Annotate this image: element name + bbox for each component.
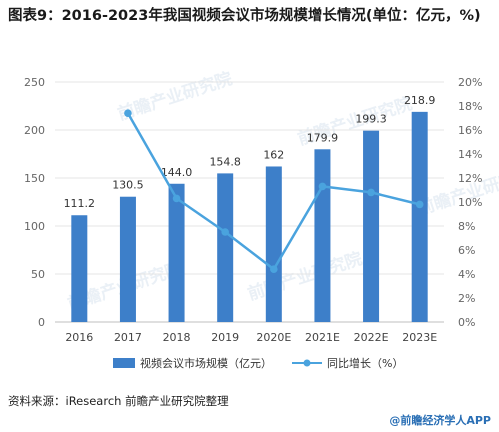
left-axis-tick-label: 100 [24,220,45,233]
right-axis-tick-label: 4% [458,268,475,281]
left-axis-tick-label: 50 [31,268,45,281]
left-axis-ticks: 0 50 100 150 200 250 [24,76,45,329]
bar-value-label: 154.8 [209,155,241,168]
right-axis-tick-label: 6% [458,244,475,257]
bar [217,173,234,322]
growth-point [367,188,375,197]
bar [265,166,282,322]
growth-point [221,228,229,236]
bar-value-label: 179.9 [307,131,339,144]
right-axis-tick-label: 8% [458,220,475,233]
x-axis-tick-label: 2021E [305,331,340,344]
grid-lines [55,81,444,323]
bar [71,215,88,322]
bar [119,196,136,322]
right-axis-tick-label: 14% [458,148,482,161]
right-axis-ticks: 0% 2% 4% 6% 8% 10% 12% 14% 16% 18% 20% [458,76,482,329]
bar [314,149,331,322]
legend-line-label: 同比增长（%） [327,356,403,370]
bar-value-label: 199.3 [355,113,387,126]
bar [363,130,380,322]
watermark-text: 前瞻产业研究院 [245,248,365,305]
brand-credit-text: @前瞻经济学人APP [389,414,491,427]
legend-line-marker [303,359,311,367]
x-axis-tick-label: 2017 [114,331,142,344]
right-axis-tick-label: 0% [458,316,475,329]
x-axis-tick-label: 2018 [163,331,191,344]
bar-value-label: 218.9 [404,94,436,107]
growth-point [270,265,278,274]
x-axis-ticks: 2016 2017 2018 2019 2020E 2021E 2022E 2023E [65,331,437,344]
right-axis-tick-label: 16% [458,124,482,137]
bar [411,111,428,322]
growth-point [318,182,327,191]
brand-credit: @前瞻经济学人APP [389,412,491,428]
legend: 视频会议市场规模（亿元） 同比增长（%） [113,356,403,370]
left-axis-tick-label: 200 [24,124,45,137]
left-axis-tick-label: 250 [24,76,45,89]
growth-point [415,200,424,209]
legend-bar-label: 视频会议市场规模（亿元） [140,356,272,370]
bar [168,183,185,322]
left-axis-tick-label: 0 [38,316,45,329]
bar-value-label: 162 [263,148,284,161]
x-axis-tick-label: 2022E [354,331,389,344]
right-axis-tick-label: 2% [458,292,475,305]
x-axis-tick-label: 2016 [65,331,93,344]
right-axis-tick-label: 18% [458,100,482,113]
chart-title: 图表9：2016-2023年我国视频会议市场规模增长情况(单位：亿元，%) [8,8,481,24]
watermark-text: 前瞻产业研究院 [115,68,235,125]
growth-point [124,109,132,117]
bar-data-labels: 111.2 130.5 144.0 154.8 162 179.9 199.3 218.9 [64,94,436,210]
line-series [124,109,424,274]
bar-value-label: 144.0 [161,166,193,179]
source-note: 资料来源：iResearch 前瞻产业研究院整理 [8,394,229,408]
growth-point [172,194,181,203]
x-axis-tick-label: 2020E [256,331,291,344]
bar-value-label: 111.2 [64,197,96,210]
right-axis-tick-label: 20% [458,76,482,89]
left-axis-tick-label: 150 [24,172,45,185]
bar-series [71,111,428,322]
x-axis-tick-label: 2019 [211,331,239,344]
right-axis-tick-label: 10% [458,196,482,209]
x-axis-tick-label: 2023E [402,331,437,344]
bar-value-label: 130.5 [112,179,144,192]
right-axis-tick-label: 12% [458,172,482,185]
legend-bar-swatch [113,358,135,368]
